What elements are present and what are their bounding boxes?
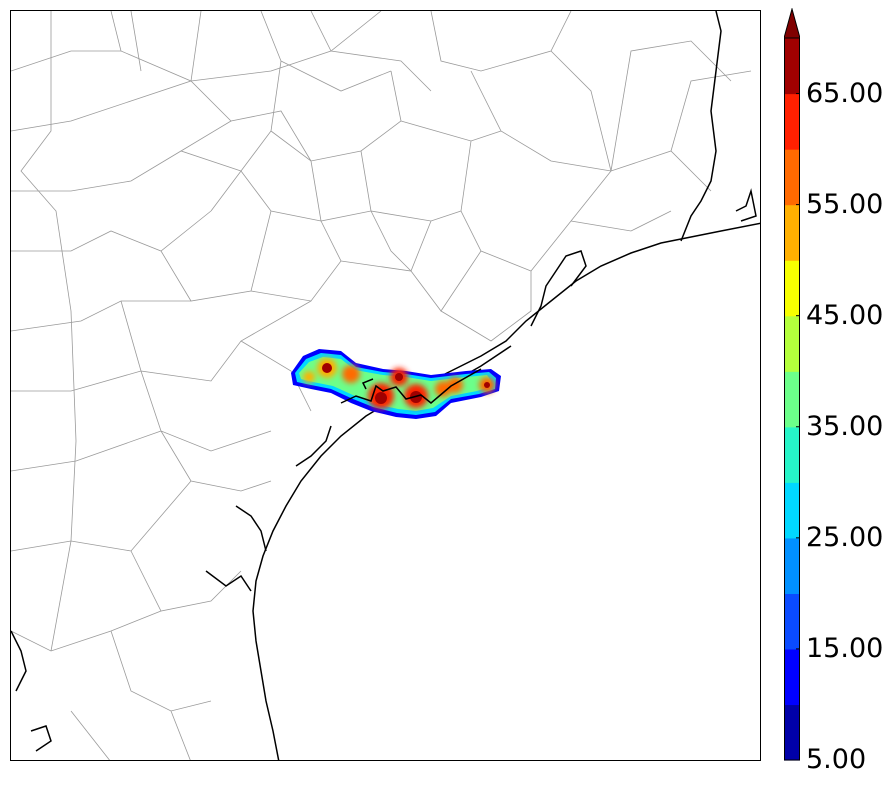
colorbar-label: 65.00 <box>806 77 884 109</box>
precipitation-field <box>291 349 501 419</box>
county-borders <box>11 11 752 760</box>
colorbar-label: 45.00 <box>806 299 884 331</box>
precip-core <box>342 365 360 383</box>
colorbar-segment <box>784 204 800 261</box>
colorbar <box>784 8 800 761</box>
precip-max <box>375 392 387 404</box>
colorbar-label: 5.00 <box>806 744 867 775</box>
precip-max <box>484 382 490 388</box>
precip-core <box>447 377 463 393</box>
precip-max <box>395 373 403 381</box>
colorbar-segment <box>784 593 800 650</box>
colorbar-segment <box>784 315 800 372</box>
colorbar-segment <box>784 704 800 761</box>
colorbar-segment <box>784 38 800 95</box>
colorbar-segment <box>784 371 800 428</box>
colorbar-extend-arrow <box>784 8 800 39</box>
map-panel <box>10 10 761 761</box>
colorbar-segment <box>784 93 800 150</box>
map-canvas <box>11 11 760 760</box>
colorbar-label: 35.00 <box>806 410 884 442</box>
colorbar-label: 25.00 <box>806 521 884 553</box>
precip-core <box>303 371 315 383</box>
colorbar-segment <box>784 482 800 539</box>
colorbar-segment <box>784 537 800 594</box>
colorbar-segment <box>784 260 800 317</box>
colorbar-label: 15.00 <box>806 632 884 664</box>
precip-max <box>322 363 332 373</box>
colorbar-label: 55.00 <box>806 188 884 220</box>
coastline-overlay <box>340 368 482 404</box>
colorbar-segment <box>784 426 800 483</box>
colorbar-segment <box>784 149 800 206</box>
colorbar-segment <box>784 648 800 706</box>
